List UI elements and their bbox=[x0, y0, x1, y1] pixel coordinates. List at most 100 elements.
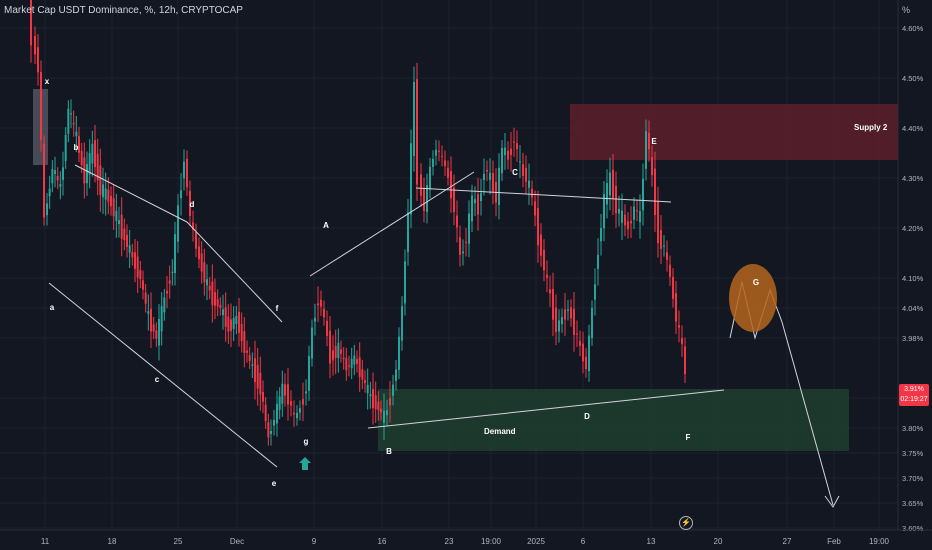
pattern-label-b: b bbox=[74, 143, 79, 152]
candle-body bbox=[516, 143, 518, 150]
candle-body bbox=[609, 172, 611, 196]
candle-body bbox=[528, 180, 530, 188]
candle-body bbox=[386, 410, 388, 416]
candle-body bbox=[492, 173, 494, 192]
candle-body bbox=[48, 188, 51, 197]
candle-body bbox=[669, 264, 671, 277]
candle-body bbox=[588, 335, 590, 372]
candle-body bbox=[507, 150, 509, 160]
candle-body bbox=[624, 214, 626, 226]
candle-body bbox=[504, 147, 506, 156]
candle-body bbox=[531, 188, 533, 198]
candle-body bbox=[206, 279, 208, 286]
candle-body bbox=[345, 358, 348, 371]
candle-body bbox=[361, 369, 364, 380]
candle-body bbox=[230, 319, 232, 332]
candle-body bbox=[227, 316, 230, 332]
price-tick-label: 4.60% bbox=[902, 24, 924, 33]
candle-body bbox=[160, 306, 163, 332]
candle-body bbox=[180, 190, 182, 199]
candle-body bbox=[603, 194, 605, 229]
candle-body bbox=[251, 364, 254, 366]
candle-body bbox=[112, 198, 115, 217]
candle-body bbox=[534, 201, 536, 216]
pattern-label-d: d bbox=[190, 200, 195, 209]
price-axis: 4.96%4.80%4.70%4.60%4.50%4.40%4.30%4.20%… bbox=[897, 0, 924, 533]
candle-body bbox=[34, 35, 36, 55]
candle-body bbox=[366, 384, 369, 394]
candle-body bbox=[134, 252, 136, 269]
candle-body bbox=[678, 325, 680, 328]
candle-body bbox=[195, 232, 197, 249]
candle-body bbox=[293, 412, 295, 415]
candle-body bbox=[107, 189, 110, 202]
wedge-upper-line-2 bbox=[186, 221, 283, 323]
candle-body bbox=[232, 318, 235, 330]
candle-body bbox=[192, 222, 194, 230]
candle-body bbox=[78, 136, 80, 153]
pattern-label-g: g bbox=[304, 437, 309, 446]
time-tick-label: 20 bbox=[714, 537, 723, 546]
candle-body bbox=[340, 349, 342, 354]
price-tick-label: 4.10% bbox=[902, 274, 924, 283]
price-tick-label: 4.04% bbox=[902, 304, 924, 313]
candle-body bbox=[296, 412, 298, 419]
candle-body bbox=[64, 134, 67, 162]
candle-body bbox=[128, 245, 131, 253]
time-tick-label: 9 bbox=[312, 537, 317, 546]
pattern-label-G: G bbox=[753, 278, 759, 287]
time-tick-label: 19:00 bbox=[869, 537, 890, 546]
candle-body bbox=[462, 251, 464, 254]
bar-countdown: 02:19:27 bbox=[900, 396, 928, 403]
candle-body bbox=[254, 358, 256, 383]
candle-body bbox=[636, 210, 638, 212]
pattern-labels: x a b c d e f g A B C D E F G bbox=[45, 77, 759, 488]
candle-body bbox=[216, 299, 219, 307]
pattern-label-C: C bbox=[512, 168, 518, 177]
candle-body bbox=[59, 184, 62, 187]
candle-body bbox=[618, 208, 620, 214]
candle-body bbox=[110, 195, 112, 207]
candle-body bbox=[305, 391, 307, 394]
candle-body bbox=[80, 150, 83, 165]
candle-body bbox=[332, 350, 334, 361]
candle-body bbox=[681, 338, 683, 345]
candle-body bbox=[630, 220, 632, 224]
pattern-label-B: B bbox=[386, 447, 392, 456]
candle-body bbox=[94, 140, 96, 168]
candle-body bbox=[486, 170, 488, 172]
time-tick-label: 25 bbox=[174, 537, 183, 546]
candle-body bbox=[429, 166, 431, 190]
candle-body bbox=[150, 308, 152, 332]
price-tick-label: 4.50% bbox=[902, 74, 924, 83]
candle-body bbox=[401, 306, 403, 341]
price-tick-label: 3.98% bbox=[902, 334, 924, 343]
candle-body bbox=[477, 194, 479, 215]
time-axis: 11 18 25 Dec 9 16 23 19:00 2025 6 13 20 27 Feb 19:00 bbox=[0, 529, 932, 546]
candle-body bbox=[171, 271, 174, 273]
candle-body bbox=[456, 215, 458, 228]
candle-body bbox=[350, 358, 353, 369]
demand-zone bbox=[378, 389, 849, 451]
candle-body bbox=[131, 251, 134, 258]
time-tick-label: 13 bbox=[647, 537, 656, 546]
candle-body bbox=[573, 308, 575, 335]
wedge-lower-line bbox=[48, 282, 278, 468]
candle-body bbox=[243, 331, 246, 354]
time-tick-label: 23 bbox=[445, 537, 454, 546]
candle-body bbox=[537, 208, 539, 246]
candle-body bbox=[552, 289, 554, 320]
replay-icon[interactable]: ⚡ bbox=[679, 516, 693, 530]
candle-body bbox=[276, 403, 278, 424]
candle-body bbox=[567, 309, 569, 312]
candle-body bbox=[203, 262, 206, 283]
candle-body bbox=[183, 161, 185, 179]
candle-body bbox=[177, 205, 179, 242]
candle-body bbox=[334, 345, 337, 358]
candle-body bbox=[447, 168, 449, 178]
candle-body bbox=[513, 141, 515, 143]
candle-body bbox=[489, 172, 491, 180]
candle-body bbox=[416, 79, 418, 185]
candle-body bbox=[139, 269, 142, 280]
